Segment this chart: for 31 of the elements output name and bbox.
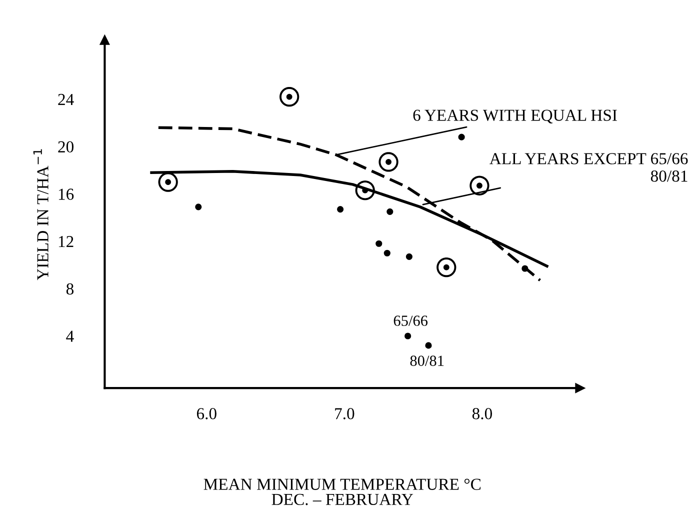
x-tick-label: 8.0 — [472, 408, 492, 420]
point — [522, 265, 528, 272]
point — [470, 176, 490, 196]
x-axis-title: MEAN MINIMUM TEMPERATURE °C DEC. – FEBRUARY — [204, 478, 481, 506]
point — [436, 258, 456, 278]
y-tick-label: 4 — [66, 330, 74, 342]
point — [386, 208, 394, 215]
point — [458, 134, 465, 140]
y-tick-label: 16 — [58, 188, 74, 200]
point — [376, 240, 382, 247]
point — [384, 250, 390, 256]
point — [337, 206, 344, 213]
point — [406, 253, 412, 260]
point — [404, 332, 412, 340]
point — [355, 180, 375, 200]
y-tick-label: 24 — [58, 94, 74, 105]
annotation: 6 YEARS WITH EQUAL HSI — [413, 110, 617, 124]
y-tick-label: 12 — [58, 236, 74, 248]
point — [280, 86, 300, 107]
x-tick-label: 7.0 — [335, 408, 354, 420]
annotation: ALL YEARS EXCEPT 65/66 80/81 — [489, 153, 688, 182]
y-axis-title: YIELD IN T/HA$^{−1}$ — [33, 149, 48, 280]
y-tick-label: 20 — [58, 141, 74, 152]
point — [425, 342, 432, 349]
annotation: 65/66 — [394, 316, 428, 326]
annotation: 80/81 — [410, 356, 444, 366]
point — [378, 152, 398, 172]
point — [195, 204, 202, 210]
y-tick-label: 8 — [66, 283, 74, 295]
x-tick-label: 6.0 — [196, 408, 216, 420]
point — [158, 172, 178, 192]
